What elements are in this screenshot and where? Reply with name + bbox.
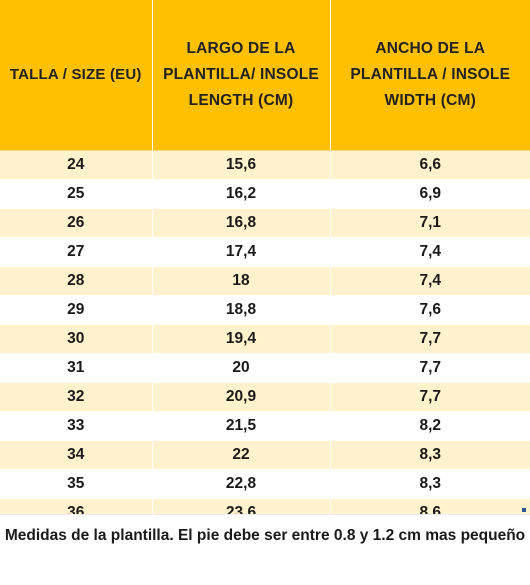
size-cell: 28 <box>0 266 153 296</box>
table-row: 28 18 7,4 <box>0 266 530 296</box>
length-cell: 17,4 <box>152 237 331 267</box>
width-cell: 8,3 <box>330 469 530 499</box>
length-cell: 15,6 <box>152 150 331 180</box>
size-cell: 30 <box>0 324 153 354</box>
measurement-note: Medidas de la plantilla. El pie debe ser… <box>0 514 530 585</box>
table-row: 35 22,8 8,3 <box>0 469 530 499</box>
header-insole-width: ANCHO DE LA PLANTILLA / INSOLE WIDTH (CM… <box>330 0 530 151</box>
length-cell: 20,9 <box>152 382 331 412</box>
width-cell: 6,6 <box>330 150 530 180</box>
size-cell: 24 <box>0 150 153 180</box>
width-cell: 7,7 <box>330 353 530 383</box>
table-row: 26 16,8 7,1 <box>0 208 530 238</box>
width-cell: 8,2 <box>330 411 530 441</box>
header-size: TALLA / SIZE (EU) <box>0 0 153 151</box>
header-row: TALLA / SIZE (EU) LARGO DE LA PLANTILLA/… <box>0 0 530 151</box>
width-cell: 8,3 <box>330 440 530 470</box>
size-cell: 35 <box>0 469 153 499</box>
width-cell: 6,9 <box>330 179 530 209</box>
table-row: 31 20 7,7 <box>0 353 530 383</box>
table-row: 33 21,5 8,2 <box>0 411 530 441</box>
length-cell: 22,8 <box>152 469 331 499</box>
table-row: 24 15,6 6,6 <box>0 150 530 180</box>
table-row: 32 20,9 7,7 <box>0 382 530 412</box>
size-cell: 27 <box>0 237 153 267</box>
size-table: TALLA / SIZE (EU) LARGO DE LA PLANTILLA/… <box>0 0 530 528</box>
table-row: 29 18,8 7,6 <box>0 295 530 325</box>
length-cell: 16,2 <box>152 179 331 209</box>
resize-handle-mark <box>522 508 526 512</box>
width-cell: 7,6 <box>330 295 530 325</box>
table-body: 24 15,6 6,6 25 16,2 6,9 26 16,8 7,1 27 1… <box>0 150 530 528</box>
size-cell: 29 <box>0 295 153 325</box>
table-row: 30 19,4 7,7 <box>0 324 530 354</box>
length-cell: 20 <box>152 353 331 383</box>
size-cell: 33 <box>0 411 153 441</box>
width-cell: 7,7 <box>330 382 530 412</box>
size-cell: 34 <box>0 440 153 470</box>
width-cell: 7,4 <box>330 237 530 267</box>
length-cell: 19,4 <box>152 324 331 354</box>
header-insole-length: LARGO DE LA PLANTILLA/ INSOLE LENGTH (CM… <box>152 0 331 151</box>
table-row: 25 16,2 6,9 <box>0 179 530 209</box>
width-cell: 7,4 <box>330 266 530 296</box>
size-cell: 32 <box>0 382 153 412</box>
size-cell: 26 <box>0 208 153 238</box>
size-cell: 31 <box>0 353 153 383</box>
length-cell: 18 <box>152 266 331 296</box>
table-row: 34 22 8,3 <box>0 440 530 470</box>
length-cell: 22 <box>152 440 331 470</box>
length-cell: 18,8 <box>152 295 331 325</box>
table-header: TALLA / SIZE (EU) LARGO DE LA PLANTILLA/… <box>0 0 530 151</box>
size-cell: 25 <box>0 179 153 209</box>
width-cell: 7,7 <box>330 324 530 354</box>
length-cell: 21,5 <box>152 411 331 441</box>
length-cell: 16,8 <box>152 208 331 238</box>
width-cell: 7,1 <box>330 208 530 238</box>
table-row: 27 17,4 7,4 <box>0 237 530 267</box>
